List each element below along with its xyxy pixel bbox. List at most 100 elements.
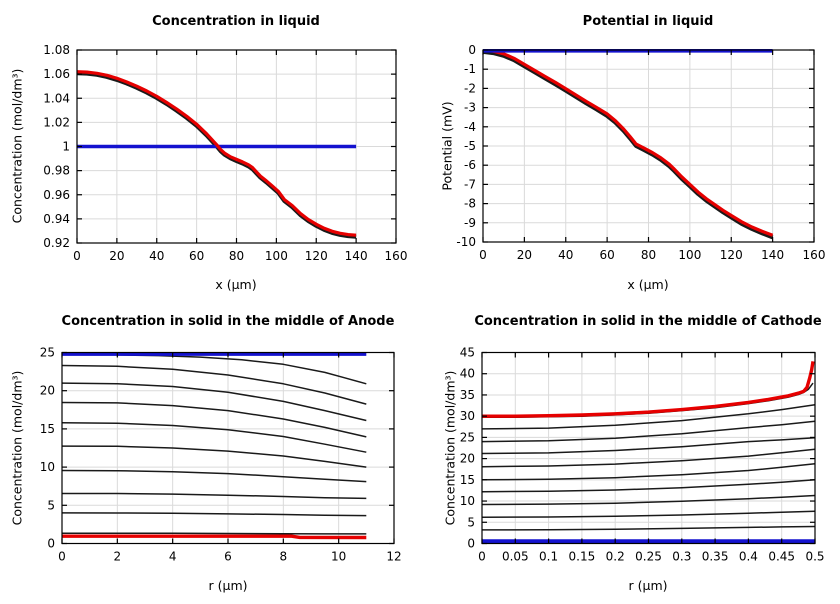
- series-red-concentration: [76, 70, 357, 237]
- x-tick-label: 8: [280, 550, 288, 564]
- y-tick-label: 5: [47, 498, 55, 512]
- series-black-profile-2: [481, 403, 816, 430]
- x-tick-label: 2: [114, 550, 122, 564]
- y-tick-label: 1.02: [43, 115, 70, 129]
- y-tick-label: -9: [464, 216, 476, 230]
- y-tick-label: 10: [40, 460, 55, 474]
- y-tick-label: -4: [464, 120, 476, 134]
- x-axis-label: r (µm): [208, 578, 248, 593]
- series-black-underlay: [482, 49, 774, 240]
- x-axis-label: x (µm): [627, 277, 669, 292]
- x-tick-label: 80: [229, 249, 244, 263]
- panel-concentration-anode: Concentration in solid in the middle of …: [0, 300, 420, 600]
- x-tick-label: 20: [109, 249, 124, 263]
- x-tick-label: 0.1: [539, 550, 558, 564]
- series-black-profile-10: [481, 525, 816, 531]
- y-tick-label: -3: [464, 101, 476, 115]
- y-tick-label: 25: [40, 346, 55, 360]
- x-tick-label: 0.45: [768, 550, 795, 564]
- x-tick-label: 20: [517, 248, 532, 262]
- series-red-final: [482, 361, 815, 418]
- y-tick-label: 45: [460, 346, 475, 360]
- x-tick-label: 0.2: [606, 550, 625, 564]
- y-tick-label: -10: [456, 235, 476, 249]
- y-tick-label: -6: [464, 158, 476, 172]
- x-tick-label: 60: [189, 249, 204, 263]
- plot-canvas-potential-liquid[interactable]: 0 20 40 60 80 100 120 140 160 0 -1 -2 -3 -4 -5 -6 -7 -8 -9…: [420, 0, 840, 300]
- x-tick-label: 140: [345, 249, 368, 263]
- series-black-profile-8: [481, 494, 816, 506]
- plot-title: Potential in liquid: [582, 14, 714, 29]
- y-tick-label: 0: [47, 537, 55, 551]
- x-tick-label: 60: [599, 248, 614, 262]
- y-tick-label: -2: [464, 81, 476, 95]
- series-black-profile-4: [481, 437, 816, 455]
- series-black-profile-9: [481, 510, 816, 518]
- x-tick-label: 100: [265, 249, 288, 263]
- series-black-profile-10: [62, 532, 367, 535]
- plot-canvas-concentration-cathode[interactable]: 0 0.05 0.1 0.15 0.2 0.25 0.3 0.35 0.4 0.45 0.5 0 5 10…: [420, 300, 840, 600]
- y-tick-label: 0.92: [43, 236, 70, 250]
- x-tick-label: 160: [803, 248, 826, 262]
- series-black-profile-1: [61, 354, 367, 385]
- x-tick-label: 0.35: [702, 550, 729, 564]
- plot-svg-concentration-solid-cathode: 0 0.05 0.1 0.15 0.2 0.25 0.3 0.35 0.4 0.45 0.5 0 5 10…: [460, 346, 825, 564]
- y-tick-label: 15: [40, 422, 55, 436]
- plot-title: Concentration in liquid: [152, 14, 320, 29]
- y-tick-label: 0.94: [43, 212, 70, 226]
- series-black-profile-7: [61, 469, 367, 483]
- series-black-profile-4: [61, 401, 367, 438]
- series-black-profile-6: [61, 445, 367, 468]
- series-black-profile-3: [61, 382, 367, 422]
- y-tick-label: 1: [62, 140, 70, 154]
- y-tick-label: -7: [464, 177, 476, 191]
- x-tick-label: 10: [331, 550, 346, 564]
- x-tick-label: 120: [720, 248, 743, 262]
- y-tick-label: 40: [460, 367, 475, 381]
- y-tick-label: 10: [460, 494, 475, 508]
- plot-canvas-concentration-anode[interactable]: 0 2 4 6 8 10 12 0 5 10 15 20 25: [0, 300, 420, 600]
- x-tick-label: 40: [558, 248, 573, 262]
- plot-title: Concentration in solid in the middle of …: [61, 314, 395, 329]
- series-black-profile-3: [481, 420, 816, 443]
- plot-svg-concentration-solid-anode: 0 2 4 6 8 10 12 0 5 10 15 20 25: [40, 346, 402, 564]
- y-tick-label: 1.08: [43, 43, 70, 57]
- y-tick-label: 0.96: [43, 188, 70, 202]
- y-tick-label: -5: [464, 139, 476, 153]
- x-tick-label: 0.25: [635, 550, 662, 564]
- y-tick-label: 5: [467, 515, 475, 529]
- series-black-profile-8: [62, 492, 367, 500]
- x-tick-label: 0.5: [805, 550, 824, 564]
- x-tick-label: 80: [641, 248, 656, 262]
- y-tick-label: 0.98: [43, 164, 70, 178]
- plot-canvas-concentration-liquid[interactable]: 0 20 40 60 80 100 120 140 160 0.92 0.94 0.96 0.98 1 1.…: [0, 0, 420, 300]
- plot-svg-potential-in-liquid: 0 20 40 60 80 100 120 140 160 0 -1 -2 -3 -4 -5 -6 -7 -8 -9…: [456, 43, 826, 262]
- y-tick-label: -8: [464, 197, 476, 211]
- plot-svg-concentration-in-liquid: 0 20 40 60 80 100 120 140 160 0.92 0.94 0.96 0.98 1 1.…: [43, 43, 408, 263]
- x-tick-label: 0.15: [569, 550, 596, 564]
- y-tick-label: 20: [460, 452, 475, 466]
- y-tick-label: 25: [460, 430, 475, 444]
- y-tick-label: 15: [460, 473, 475, 487]
- plot-title: Concentration in solid in the middle of …: [474, 314, 822, 329]
- x-tick-label: 0.4: [739, 550, 758, 564]
- series-black-profile-5: [481, 448, 816, 468]
- x-tick-label: 0: [73, 249, 81, 263]
- y-tick-label: 35: [460, 388, 475, 402]
- x-tick-label: 120: [305, 249, 328, 263]
- x-tick-label: 40: [149, 249, 164, 263]
- x-tick-label: 0: [479, 248, 487, 262]
- series-red-final: [62, 534, 367, 540]
- x-tick-label: 160: [385, 249, 408, 263]
- panel-concentration-liquid: Concentration in liquid Concentration (m…: [0, 0, 420, 300]
- series-red-potential: [482, 49, 774, 237]
- y-tick-label: 1.06: [43, 67, 70, 81]
- x-tick-label: 0: [478, 550, 486, 564]
- x-axis-label: r (µm): [628, 578, 668, 593]
- y-tick-label: 20: [40, 384, 55, 398]
- series-black-profile-6: [481, 462, 816, 481]
- x-tick-label: 0.05: [502, 550, 529, 564]
- x-tick-label: 12: [386, 550, 401, 564]
- y-tick-label: 1.04: [43, 91, 70, 105]
